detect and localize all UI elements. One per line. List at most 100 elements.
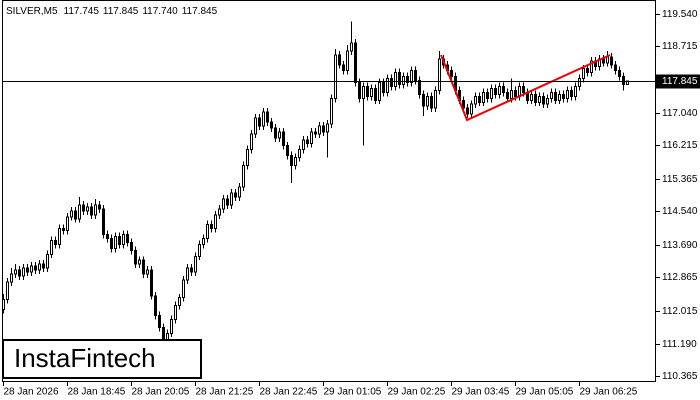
candle-body — [6, 281, 9, 301]
candle-body — [154, 295, 157, 317]
candle-body — [18, 269, 21, 277]
candle-body — [42, 263, 45, 269]
candle-body — [198, 243, 201, 257]
candle-body — [62, 228, 65, 232]
candle-body — [302, 139, 305, 151]
candle-body — [58, 228, 61, 245]
candle-body — [562, 93, 565, 99]
y-tick-label: 112.865 — [662, 272, 698, 283]
candle-body — [306, 139, 309, 145]
candle-body — [38, 263, 41, 271]
candle-body — [66, 216, 69, 232]
candle-body — [94, 204, 97, 216]
candle-body — [386, 78, 389, 93]
candle-body — [574, 85, 577, 97]
candle-body — [226, 198, 229, 206]
candle-body — [118, 236, 121, 245]
candle-body — [126, 234, 129, 243]
candle-body — [218, 208, 221, 216]
candle-body — [346, 50, 349, 72]
candle-body — [382, 82, 385, 93]
candle-body — [130, 241, 133, 251]
price-label-box — [656, 74, 700, 89]
candle-body — [338, 54, 341, 66]
candle-body — [210, 224, 213, 230]
x-tick-label: 29 Jan 06:25 — [580, 387, 638, 398]
candle-body — [90, 206, 93, 216]
candle-body — [530, 93, 533, 101]
header: SILVER,M5 117.745 117.845 117.740 117.845 — [6, 6, 218, 17]
candle-body — [70, 210, 73, 218]
candle-body — [238, 186, 241, 198]
candle-body — [434, 89, 437, 109]
candle-body — [282, 131, 285, 147]
candle-body — [110, 238, 113, 249]
y-tick-label: 110.365 — [662, 371, 698, 382]
candle-body — [330, 97, 333, 125]
candle-body — [114, 236, 117, 249]
open: 117.745 — [64, 6, 100, 17]
candle-body — [582, 68, 585, 80]
candle-body — [566, 89, 569, 99]
candle-body — [578, 78, 581, 87]
candle-body — [466, 107, 469, 115]
candle-body — [450, 70, 453, 78]
candle-body — [2, 299, 5, 311]
candle-body — [390, 78, 393, 87]
candle-body — [326, 123, 329, 133]
candle-body — [590, 60, 593, 74]
candle-body — [134, 249, 137, 265]
candle-body — [30, 265, 33, 273]
pattern-line — [440, 54, 611, 122]
candle-body — [498, 85, 501, 95]
candle-body — [254, 117, 257, 135]
candle-body — [478, 95, 481, 103]
candle-body — [602, 58, 605, 64]
candle-body — [558, 93, 561, 101]
candle-body — [246, 149, 249, 166]
candle-body — [54, 239, 57, 245]
y-tick-label: 118.715 — [662, 41, 698, 52]
candle-body — [178, 297, 181, 307]
candle-body — [342, 64, 345, 72]
candle-body — [506, 91, 509, 99]
candle-body — [410, 70, 413, 84]
candle-body — [138, 259, 141, 265]
candle-body — [270, 121, 273, 129]
x-tick-label: 28 Jan 2026 — [4, 387, 59, 398]
candle-body — [462, 99, 465, 109]
candle-body — [46, 253, 49, 269]
candle-body — [102, 208, 105, 236]
y-tick-label: 114.540 — [662, 206, 698, 217]
candle-body — [202, 238, 205, 245]
candle-body — [206, 224, 209, 240]
candle-body — [546, 97, 549, 105]
candle-body — [50, 239, 53, 255]
candle-body — [106, 234, 109, 240]
y-tick-label: 115.365 — [662, 174, 698, 185]
candle-body — [194, 255, 197, 273]
candle-body — [234, 192, 237, 198]
candle-body — [14, 269, 17, 275]
candle-body — [402, 76, 405, 86]
candle-body — [350, 42, 353, 52]
candle-body — [406, 76, 409, 84]
candle-body — [398, 72, 401, 86]
candle-body — [310, 131, 313, 145]
candle-body — [258, 117, 261, 127]
candle-body — [182, 279, 185, 299]
y-tick-label: 117.040 — [662, 108, 698, 119]
plot-frame — [2, 0, 656, 382]
x-tick-label: 28 Jan 22:45 — [260, 387, 318, 398]
candle-body — [150, 269, 153, 297]
candle-body — [606, 56, 609, 64]
candle-body — [366, 85, 369, 97]
candle-body — [394, 72, 397, 87]
candle-body — [190, 267, 193, 273]
candle-body — [318, 125, 321, 135]
candle-body — [26, 267, 29, 273]
close: 117.845 — [182, 6, 218, 17]
price-label: 117.845 — [662, 76, 698, 87]
